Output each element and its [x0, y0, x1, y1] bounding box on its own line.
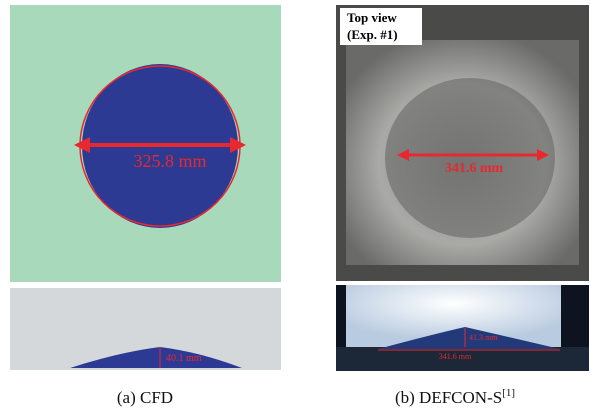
exp-height-label: 41.3 mm — [469, 333, 498, 342]
caption-b: (b) DEFCON-S[1] — [395, 387, 515, 407]
caption-b-ref: [1] — [502, 387, 515, 399]
cfd-diameter-label: 325.8 mm — [133, 151, 206, 171]
figure: 325.8 mm 40.1 mm Top view (Exp. #1) 341.… — [0, 0, 591, 411]
caption-b-main: (b) DEFCON-S — [395, 388, 502, 407]
cfd-height-label: 40.1 mm — [166, 353, 202, 364]
cfd-side-view: 40.1 mm — [10, 288, 281, 370]
view-subtitle: (Exp. #1) — [347, 27, 398, 42]
exp-diameter-label: 341.6 mm — [445, 161, 504, 176]
exp-top-view: Top view (Exp. #1) 341.6 mm — [336, 5, 589, 281]
view-title: Top view — [347, 10, 397, 25]
cfd-top-view: 325.8 mm — [10, 5, 281, 282]
caption-a: (a) CFD — [117, 388, 173, 407]
exp-width-label: 341.6 mm — [439, 352, 472, 361]
exp-side-view: 41.3 mm 341.6 mm — [336, 285, 589, 371]
